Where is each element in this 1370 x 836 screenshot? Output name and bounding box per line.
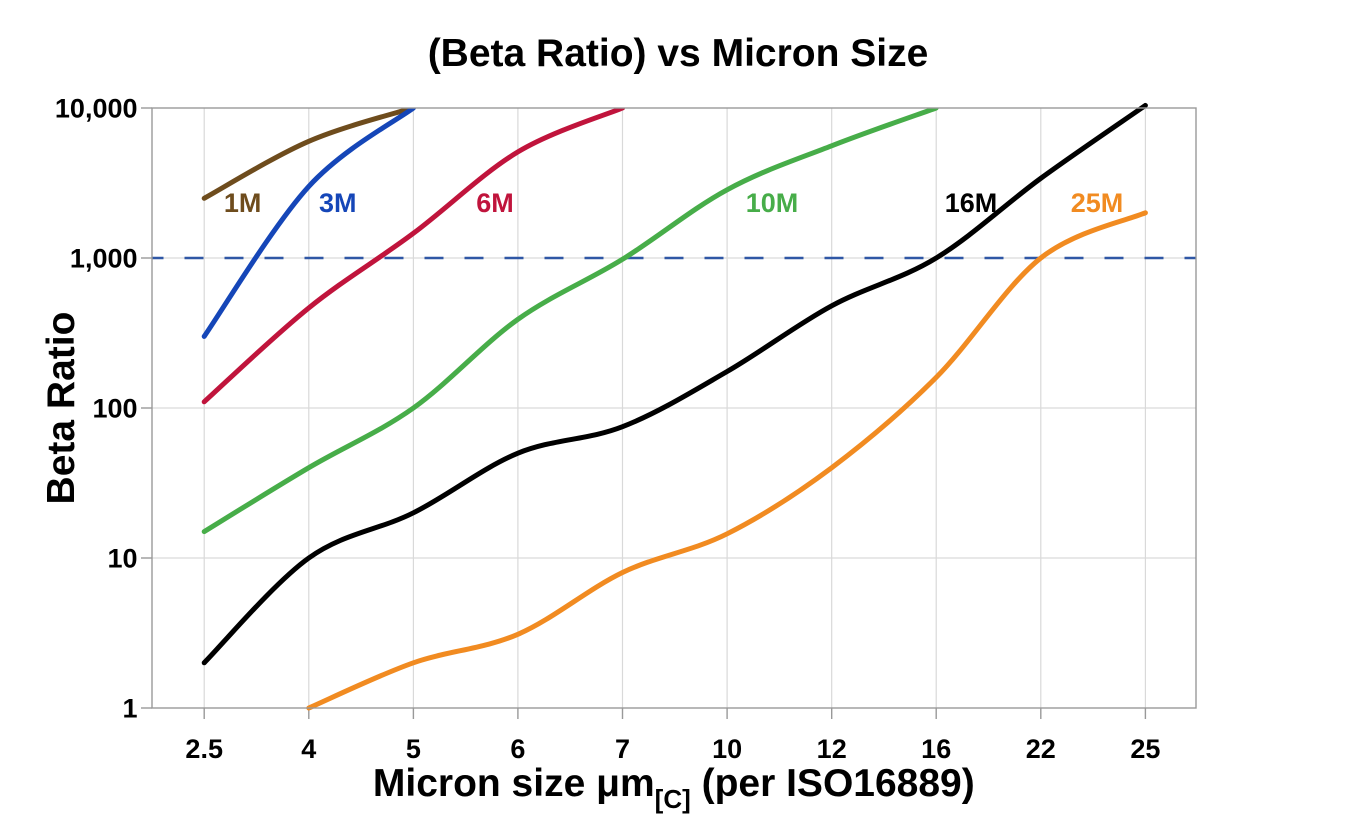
svg-text:(Beta Ratio) vs Micron Size: (Beta Ratio) vs Micron Size <box>428 32 929 75</box>
svg-text:16: 16 <box>921 734 951 764</box>
svg-text:Beta Ratio: Beta Ratio <box>40 312 83 505</box>
svg-text:6: 6 <box>510 734 525 764</box>
svg-text:7: 7 <box>615 734 630 764</box>
svg-text:10M: 10M <box>746 188 799 218</box>
svg-text:10: 10 <box>107 544 137 574</box>
svg-text:3M: 3M <box>319 188 357 218</box>
svg-text:16M: 16M <box>945 188 998 218</box>
svg-text:2.5: 2.5 <box>185 734 223 764</box>
svg-text:6M: 6M <box>476 188 514 218</box>
svg-text:25: 25 <box>1130 734 1160 764</box>
svg-text:1M: 1M <box>224 188 262 218</box>
svg-text:1: 1 <box>122 694 137 724</box>
svg-text:1,000: 1,000 <box>70 244 138 274</box>
svg-text:5: 5 <box>406 734 421 764</box>
svg-text:22: 22 <box>1026 734 1056 764</box>
svg-text:12: 12 <box>817 734 847 764</box>
svg-text:10: 10 <box>712 734 742 764</box>
svg-text:10,000: 10,000 <box>55 94 138 124</box>
svg-text:4: 4 <box>301 734 316 764</box>
svg-text:25M: 25M <box>1071 188 1124 218</box>
svg-text:100: 100 <box>92 394 137 424</box>
